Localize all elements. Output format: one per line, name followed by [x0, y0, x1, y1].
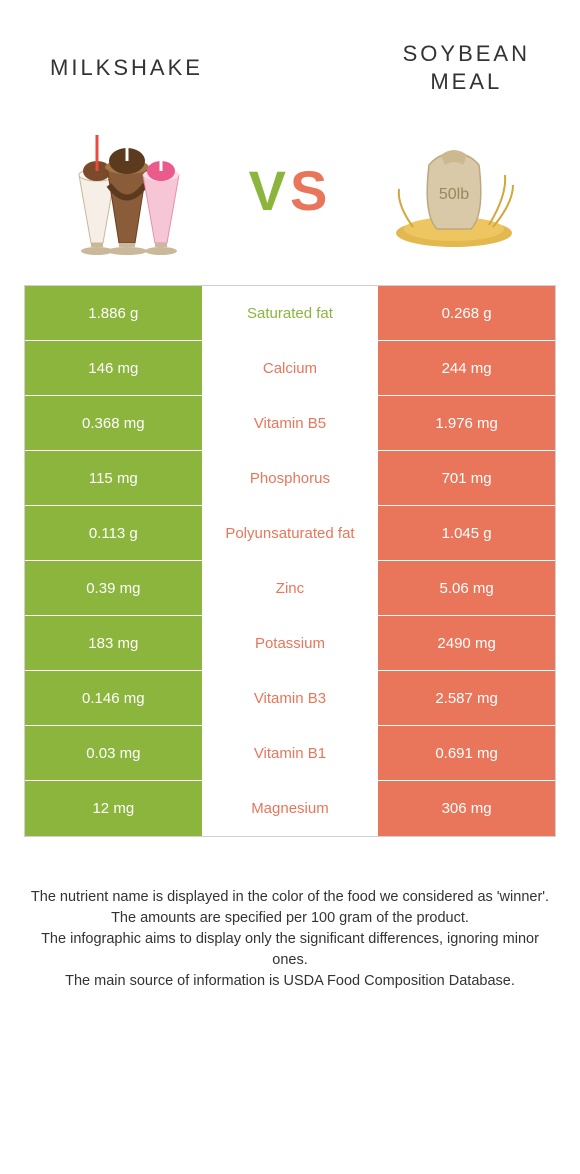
header: MILKSHAKE SOYBEAN MEAL — [0, 0, 580, 115]
left-value: 12 mg — [25, 781, 202, 836]
table-row: 146 mgCalcium244 mg — [25, 341, 555, 396]
right-value: 1.045 g — [378, 506, 555, 560]
right-value: 0.691 mg — [378, 726, 555, 780]
table-row: 0.368 mgVitamin B51.976 mg — [25, 396, 555, 451]
left-value: 0.39 mg — [25, 561, 202, 615]
nutrient-label: Magnesium — [202, 781, 379, 836]
footer-line-1: The nutrient name is displayed in the co… — [30, 887, 550, 908]
table-row: 1.886 gSaturated fat0.268 g — [25, 286, 555, 341]
footer-line-2: The amounts are specified per 100 gram o… — [30, 908, 550, 929]
vs-row: VS 50lb — [0, 115, 580, 285]
right-value: 2490 mg — [378, 616, 555, 670]
footer-notes: The nutrient name is displayed in the co… — [30, 887, 550, 992]
left-value: 0.368 mg — [25, 396, 202, 450]
left-value: 0.113 g — [25, 506, 202, 560]
table-row: 115 mgPhosphorus701 mg — [25, 451, 555, 506]
right-value: 2.587 mg — [378, 671, 555, 725]
table-row: 0.39 mgZinc5.06 mg — [25, 561, 555, 616]
right-value: 5.06 mg — [378, 561, 555, 615]
nutrient-label: Vitamin B1 — [202, 726, 379, 780]
right-value: 306 mg — [378, 781, 555, 836]
nutrient-label: Calcium — [202, 341, 379, 395]
footer-line-3: The infographic aims to display only the… — [30, 929, 550, 971]
table-row: 0.146 mgVitamin B32.587 mg — [25, 671, 555, 726]
vs-s: S — [290, 159, 331, 222]
nutrient-label: Polyunsaturated fat — [202, 506, 379, 560]
nutrient-label: Potassium — [202, 616, 379, 670]
sack-label: 50lb — [439, 186, 469, 203]
table-row: 0.03 mgVitamin B10.691 mg — [25, 726, 555, 781]
left-value: 115 mg — [25, 451, 202, 505]
left-value: 0.146 mg — [25, 671, 202, 725]
right-value: 0.268 g — [378, 286, 555, 340]
nutrient-label: Vitamin B3 — [202, 671, 379, 725]
left-value: 146 mg — [25, 341, 202, 395]
footer-line-4: The main source of information is USDA F… — [30, 971, 550, 992]
soybean-image: 50lb — [384, 120, 524, 260]
right-food-title: SOYBEAN MEAL — [403, 40, 530, 95]
left-value: 1.886 g — [25, 286, 202, 340]
comparison-table: 1.886 gSaturated fat0.268 g146 mgCalcium… — [24, 285, 556, 837]
table-row: 0.113 gPolyunsaturated fat1.045 g — [25, 506, 555, 561]
right-value: 244 mg — [378, 341, 555, 395]
table-row: 12 mgMagnesium306 mg — [25, 781, 555, 836]
nutrient-label: Zinc — [202, 561, 379, 615]
nutrient-label: Phosphorus — [202, 451, 379, 505]
nutrient-label: Vitamin B5 — [202, 396, 379, 450]
nutrient-label: Saturated fat — [202, 286, 379, 340]
vs-label: VS — [249, 158, 332, 223]
milkshake-image — [56, 120, 196, 260]
right-value: 1.976 mg — [378, 396, 555, 450]
table-row: 183 mgPotassium2490 mg — [25, 616, 555, 671]
left-value: 0.03 mg — [25, 726, 202, 780]
vs-v: V — [249, 159, 290, 222]
left-value: 183 mg — [25, 616, 202, 670]
left-food-title: MILKSHAKE — [50, 54, 203, 82]
right-value: 701 mg — [378, 451, 555, 505]
